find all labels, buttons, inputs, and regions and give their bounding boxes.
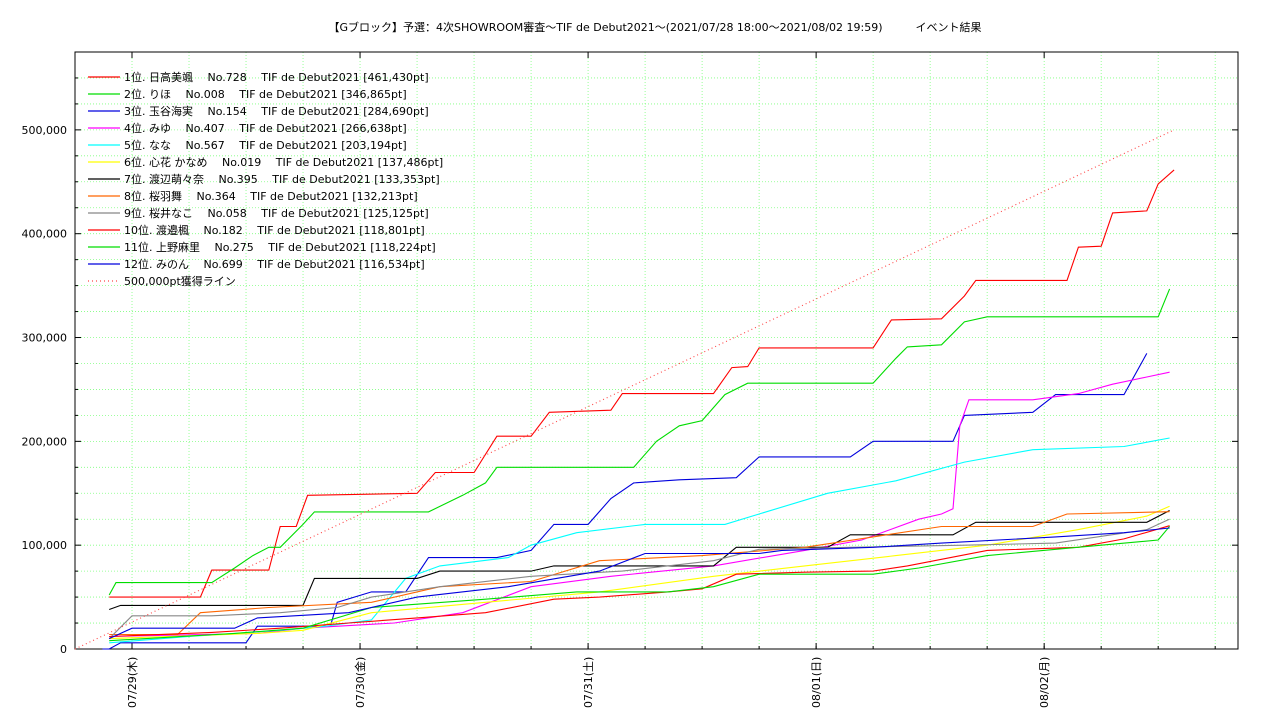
series-line-8 <box>109 511 1170 636</box>
axis-ticks: 0 100,000 200,000 300,000 400,000 500,000 07/2… <box>22 52 1238 708</box>
x-tick-label: 07/29(木) <box>126 657 139 708</box>
chart-title: 【Gブロック】予選：4次SHOWROOM審査～TIF de Debut2021～… <box>328 20 981 34</box>
legend-label: 12位. みのん No.699 TIF de Debut2021 [116,53… <box>124 257 425 271</box>
series-line-7 <box>109 510 1170 611</box>
series-line-13 <box>74 129 1175 650</box>
x-tick-label: 07/31(土) <box>582 657 595 708</box>
y-tick-label: 300,000 <box>22 332 68 345</box>
series-line-6 <box>109 505 1170 640</box>
legend-label: 6位. 心花 かなめ No.019 TIF de Debut2021 [137,… <box>124 155 443 169</box>
legend-label: 11位. 上野麻里 No.275 TIF de Debut2021 [118,2… <box>124 240 436 254</box>
series-line-2 <box>108 288 1171 596</box>
legend: 1位. 日高美颯 No.728 TIF de Debut2021 [461,43… <box>88 70 443 288</box>
series-line-11 <box>109 525 1171 642</box>
plot-frame <box>74 51 1239 650</box>
y-tick-label: 100,000 <box>22 539 68 552</box>
series-line-1 <box>109 169 1175 598</box>
series-line-10 <box>109 525 1170 638</box>
legend-label: 10位. 渡邉楓 No.182 TIF de Debut2021 [118,80… <box>124 223 425 237</box>
x-tick-label: 08/01(日) <box>810 657 823 708</box>
y-tick-label: 500,000 <box>22 124 68 137</box>
legend-label: 8位. 桜羽舞 No.364 TIF de Debut2021 [132,213… <box>124 189 418 203</box>
legend-label: 9位. 桜井なこ No.058 TIF de Debut2021 [125,12… <box>124 206 429 220</box>
legend-label: 5位. なな No.567 TIF de Debut2021 [203,194p… <box>124 138 407 152</box>
series-line-4 <box>109 371 1170 638</box>
y-tick-label: 200,000 <box>22 435 68 448</box>
series-line-3 <box>102 353 1148 650</box>
y-tick-label: 0 <box>60 643 67 656</box>
legend-label: 2位. りほ No.008 TIF de Debut2021 [346,865p… <box>124 87 407 101</box>
legend-label: 4位. みゆ No.407 TIF de Debut2021 [266,638p… <box>124 121 407 135</box>
legend-label: 500,000pt獲得ライン <box>124 275 236 288</box>
y-tick-label: 400,000 <box>22 228 68 241</box>
x-tick-label: 08/02(月) <box>1038 657 1051 708</box>
x-tick-label: 07/30(金) <box>353 657 367 708</box>
series-lines <box>74 129 1175 650</box>
series-line-12 <box>108 527 1170 640</box>
legend-label: 7位. 渡辺萌々奈 No.395 TIF de Debut2021 [133,3… <box>124 172 440 186</box>
series-line-5 <box>109 437 1170 644</box>
legend-label: 1位. 日高美颯 No.728 TIF de Debut2021 [461,43… <box>124 70 429 84</box>
legend-label: 3位. 玉谷海実 No.154 TIF de Debut2021 [284,69… <box>124 104 429 118</box>
grid <box>75 52 1238 649</box>
series-line-9 <box>108 518 1170 639</box>
